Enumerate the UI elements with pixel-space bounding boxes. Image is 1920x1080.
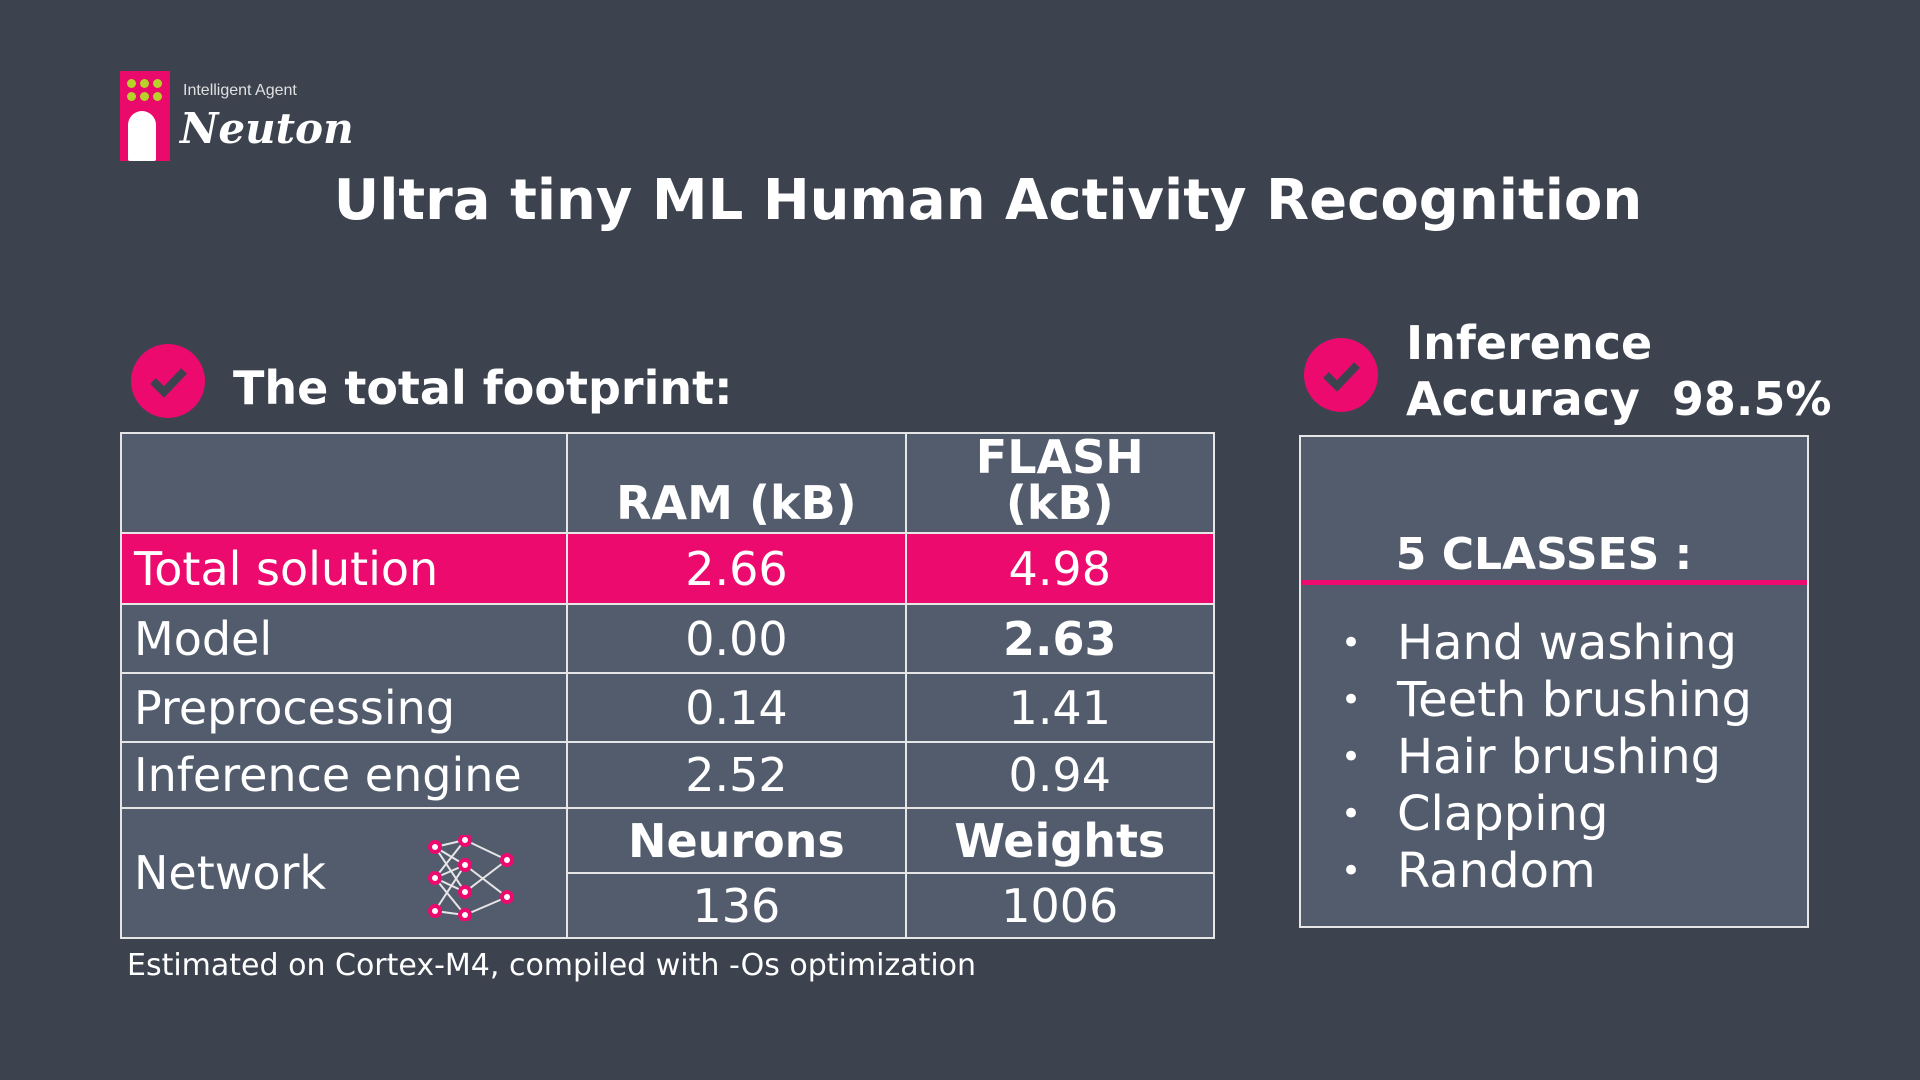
row-label: Model — [119, 603, 569, 674]
network-label: Network — [134, 846, 327, 900]
table-row: Total solution 2.66 4.98 — [119, 532, 1216, 605]
table-header-row: RAM (kB) FLASH (kB) — [119, 432, 1216, 534]
accuracy-heading: Inference Accuracy 98.5% — [1406, 315, 1832, 427]
list-item: • Hair brushing — [1341, 729, 1752, 786]
header-empty — [119, 432, 569, 534]
table-row: Inference engine 2.52 0.94 — [119, 741, 1216, 809]
footnote: Estimated on Cortex-M4, compiled with -O… — [127, 948, 977, 983]
row-label: Inference engine — [119, 741, 569, 809]
bullet-icon: • — [1341, 623, 1362, 663]
flash-value: 4.98 — [904, 532, 1216, 605]
class-label: Random — [1397, 843, 1596, 899]
row-label: Preprocessing — [119, 672, 569, 743]
footprint-table: RAM (kB) FLASH (kB) Total solution 2.66 … — [119, 432, 1216, 939]
weights-value: 1006 — [904, 872, 1216, 939]
table-row: Model 0.00 2.63 — [119, 603, 1216, 674]
list-item: • Random — [1341, 843, 1752, 900]
neurons-value: 136 — [566, 872, 907, 939]
accuracy-line2: Accuracy — [1406, 372, 1640, 426]
classes-title: 5 CLASSES : — [1395, 529, 1693, 580]
footprint-heading: The total footprint: — [233, 361, 733, 415]
flash-value: 0.94 — [904, 741, 1216, 809]
header-flash: FLASH (kB) — [904, 432, 1216, 534]
ram-value: 0.00 — [566, 603, 907, 674]
list-item: • Clapping — [1341, 786, 1752, 843]
neurons-label: Neurons — [566, 807, 907, 874]
bullet-icon: • — [1341, 851, 1362, 891]
table-row: Preprocessing 0.14 1.41 — [119, 672, 1216, 743]
bullet-icon: • — [1341, 737, 1362, 777]
network-cell: Network — [119, 807, 569, 939]
list-item: • Hand washing — [1341, 615, 1752, 672]
bullet-icon: • — [1341, 794, 1362, 834]
row-label: Total solution — [119, 532, 569, 605]
ram-value: 2.66 — [566, 532, 907, 605]
neuton-logo — [120, 71, 170, 161]
accuracy-line1: Inference — [1406, 316, 1653, 370]
logo-tagline: Intelligent Agent — [183, 82, 297, 99]
weights-label: Weights — [904, 807, 1216, 874]
header-ram: RAM (kB) — [566, 432, 907, 534]
flash-value: 2.63 — [904, 603, 1216, 674]
list-item: • Teeth brushing — [1341, 672, 1752, 729]
classes-panel: 5 CLASSES : • Hand washing • Teeth brushin… — [1299, 435, 1809, 928]
class-label: Hair brushing — [1397, 729, 1722, 785]
accuracy-value: 98.5% — [1671, 372, 1832, 426]
flash-value: 1.41 — [904, 672, 1216, 743]
ram-value: 0.14 — [566, 672, 907, 743]
check-icon — [1304, 338, 1378, 412]
class-label: Clapping — [1397, 786, 1609, 842]
bullet-icon: • — [1341, 680, 1362, 720]
logo-name: Neuton — [180, 104, 354, 153]
page-title: Ultra tiny ML Human Activity Recognition — [333, 168, 1643, 233]
network-values-row: 136 1006 — [121, 872, 1216, 939]
network-row: Network Neurons Weights — [119, 807, 1216, 939]
neural-network-icon — [428, 835, 514, 921]
ram-value: 2.52 — [566, 741, 907, 809]
classes-divider — [1301, 580, 1807, 585]
class-label: Hand washing — [1397, 615, 1737, 671]
class-label: Teeth brushing — [1397, 672, 1753, 728]
classes-list: • Hand washing • Teeth brushing • Hair brus… — [1341, 615, 1752, 900]
check-icon — [131, 344, 205, 418]
